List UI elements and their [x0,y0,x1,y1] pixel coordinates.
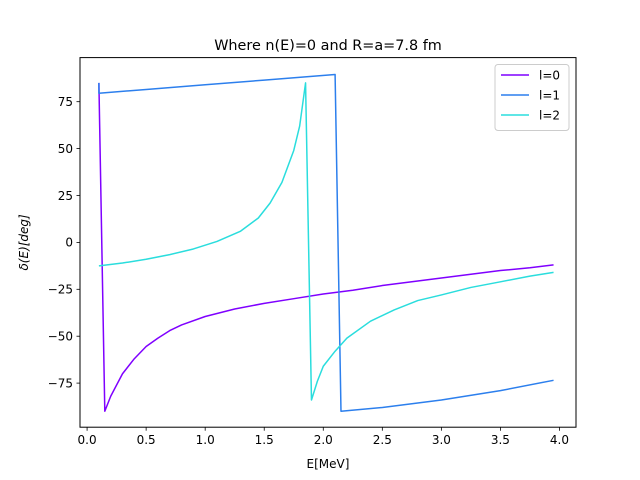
y-axis-label: δ(E)[deg] [17,214,31,271]
x-tick-label: 4.0 [550,433,569,447]
x-tick-label: 3.0 [432,433,451,447]
x-tick-label: 1.0 [196,433,215,447]
legend-box [494,64,570,131]
y-tick-label: −50 [48,330,73,344]
legend-label-0: l=0 [539,68,560,82]
y-tick-label: −75 [48,376,73,390]
legend-label-1: l=1 [539,88,560,102]
y-tick-label: 50 [58,142,73,156]
chart-title: Where n(E)=0 and R=a=7.8 fm [214,38,442,54]
y-tick-label: 75 [58,95,73,109]
y-tick-label: 0 [65,236,73,250]
y-tick-label: 25 [58,189,73,203]
x-tick-label: 2.5 [373,433,392,447]
series-layer [98,73,554,412]
x-tick-label: 2.0 [314,433,333,447]
y-axis: −75 −50 −25 0 25 50 75 [48,95,80,390]
x-tick-label: 0.0 [78,433,97,447]
legend: l=0 l=1 l=2 [494,64,570,131]
series-line-2 [98,82,554,401]
legend-label-2: l=2 [539,108,560,122]
x-axis: 0.0 0.5 1.0 1.5 2.0 2.5 3.0 3.5 4.0 [78,427,569,447]
y-tick-label: −25 [48,283,73,297]
x-tick-label: 0.5 [137,433,156,447]
x-axis-label: E[MeV] [307,457,350,471]
x-tick-label: 1.5 [255,433,274,447]
x-tick-label: 3.5 [491,433,510,447]
series-line-0 [98,82,554,412]
series-line-1 [98,73,554,412]
